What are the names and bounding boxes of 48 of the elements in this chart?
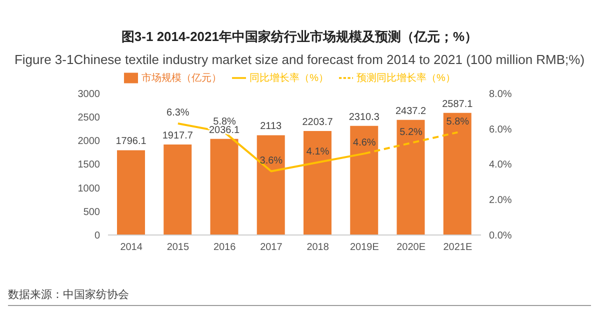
data-label: 2310.3 <box>348 112 380 123</box>
data-label: 5.8% <box>446 116 470 128</box>
x-tick-label: 2016 <box>213 242 236 254</box>
bar <box>117 150 145 235</box>
data-label: 2587.1 <box>442 98 474 110</box>
x-tick-label: 2018 <box>306 242 330 254</box>
y-tick-label: 2500 <box>78 112 100 124</box>
y2-tick-label: 6.0% <box>489 124 512 136</box>
bar <box>443 112 472 235</box>
y2-tick-label: 4.0% <box>489 160 512 171</box>
y2-tick-label: 2.0% <box>489 195 512 206</box>
bar <box>396 120 425 235</box>
data-label: 6.3% <box>166 107 190 118</box>
x-tick-label: 2014 <box>120 242 143 254</box>
legend-label: 市场规模（亿元） <box>142 73 222 84</box>
y-tick-label: 2000 <box>78 136 100 148</box>
data-label: 4.6% <box>353 138 376 149</box>
data-label: 2437.2 <box>395 106 426 117</box>
x-tick-label: 2017 <box>260 242 283 254</box>
x-tick-label: 2021E <box>443 242 472 254</box>
y2-tick-label: 0.0% <box>489 230 512 242</box>
data-label: 1796.1 <box>116 136 147 148</box>
data-label: 4.1% <box>306 146 330 158</box>
chart-subtitle: Figure 3-1Chinese textile industry market size and forecast from 2014 to 2021 (100 million RMB;%) <box>13 52 586 67</box>
data-label: 3.6% <box>260 155 283 166</box>
data-label: 2203.7 <box>302 116 334 128</box>
y-tick-label: 3000 <box>78 88 100 100</box>
bar <box>350 126 378 235</box>
bar <box>304 130 332 235</box>
y-tick-label: 0 <box>94 230 100 242</box>
bar <box>256 135 285 235</box>
source-note: 数据来源：中国家纺协会 <box>8 287 591 306</box>
legend-label: 同比增长率（%） <box>250 73 328 84</box>
y2-tick-label: 8.0% <box>489 88 512 100</box>
data-label: 5.8% <box>213 116 236 128</box>
x-tick-label: 2019E <box>350 242 380 254</box>
bar <box>210 138 238 235</box>
y-tick-label: 1500 <box>78 160 100 171</box>
chart-title: 图3-1 2014-2021年中国家纺行业市场规模及预测（亿元；%） <box>120 28 479 46</box>
y-tick-label: 1000 <box>78 183 100 194</box>
data-label: 1917.7 <box>162 130 194 142</box>
legend-label: 预测同比增长率（%） <box>356 73 456 84</box>
x-tick-label: 2020E <box>396 242 426 254</box>
x-tick-label: 2015 <box>166 242 190 254</box>
bar <box>164 144 192 235</box>
y-tick-label: 500 <box>83 206 100 218</box>
data-label: 2113 <box>260 121 282 132</box>
data-label: 5.2% <box>400 126 423 138</box>
